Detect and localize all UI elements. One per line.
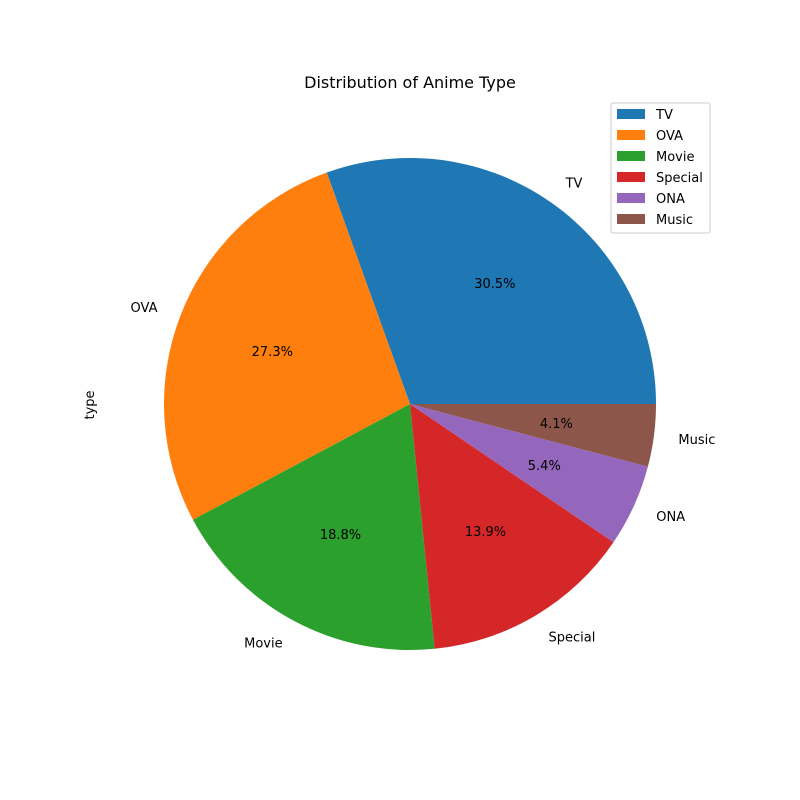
slice-label-ova: OVA — [131, 301, 158, 316]
percent-label-ona: 5.4% — [528, 459, 561, 474]
percent-label-special: 13.9% — [465, 525, 506, 540]
slice-label-special: Special — [549, 631, 596, 646]
percent-label-tv: 30.5% — [474, 277, 515, 292]
percent-label-movie: 18.8% — [320, 528, 361, 543]
percentage-labels: 30.5% 27.3% 18.8% 13.9% 5.4% 4.1% — [252, 277, 573, 543]
legend-label-special: Special — [656, 171, 703, 186]
legend-swatch-movie — [617, 151, 645, 161]
legend: TV OVA Movie Special ONA Music — [610, 102, 711, 234]
legend-swatch-music — [617, 214, 645, 224]
pie-slice-ona — [410, 404, 648, 543]
legend-label-tv: TV — [655, 108, 673, 123]
legend-label-ova: OVA — [656, 129, 683, 144]
pie-slice-music — [410, 404, 656, 467]
chart-title: Distribution of Anime Type — [304, 73, 516, 92]
pie-slice-tv — [326, 157, 656, 404]
legend-swatch-ona — [617, 193, 645, 203]
slice-label-tv: TV — [565, 177, 583, 192]
legend-label-movie: Movie — [656, 150, 694, 165]
percent-label-ova: 27.3% — [252, 345, 293, 360]
legend-label-music: Music — [656, 213, 693, 228]
pie-slice-movie — [192, 404, 435, 651]
pie-slice-special — [410, 404, 614, 649]
pie-slice-ova — [164, 172, 410, 520]
slice-label-ona: ONA — [656, 510, 685, 525]
legend-label-ona: ONA — [656, 192, 685, 207]
y-axis-label: type — [83, 390, 98, 419]
legend-swatch-ova — [617, 130, 645, 140]
legend-swatch-special — [617, 172, 645, 182]
pie-slices — [164, 157, 656, 651]
slice-label-music: Music — [678, 433, 715, 448]
percent-label-music: 4.1% — [540, 417, 573, 432]
legend-swatch-tv — [617, 109, 645, 119]
slice-labels: TV OVA Movie Special ONA Music — [131, 177, 716, 652]
slice-label-movie: Movie — [244, 637, 282, 652]
